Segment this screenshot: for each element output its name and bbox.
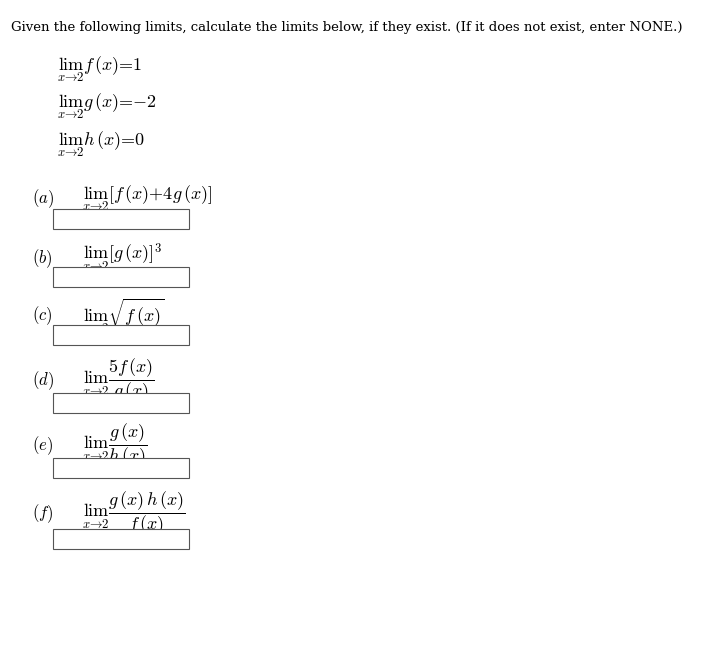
Text: Given the following limits, calculate the limits below, if they exist. (If it do: Given the following limits, calculate th… (11, 21, 682, 34)
Text: $(b)$: $(b)$ (32, 247, 53, 269)
Bar (53, 325, 189, 345)
Text: $\lim_{x \to 2} g\,(x) = -2$: $\lim_{x \to 2} g\,(x) = -2$ (57, 91, 157, 122)
Text: $(d)$: $(d)$ (32, 369, 54, 392)
Text: $\lim_{x \to 2}[g\,(x)]^3$: $\lim_{x \to 2}[g\,(x)]^3$ (82, 242, 162, 275)
Text: $\lim_{x \to 2} h\,(x) = 0$: $\lim_{x \to 2} h\,(x) = 0$ (57, 129, 145, 159)
Text: $(a)$: $(a)$ (32, 187, 54, 210)
Bar (53, 529, 189, 549)
Text: $\lim_{x \to 2} f\,(x) = 1$: $\lim_{x \to 2} f\,(x) = 1$ (57, 54, 142, 84)
Text: $(c)$: $(c)$ (32, 304, 53, 327)
Text: $\lim_{x \to 2} \dfrac{5f\,(x)}{g\,(x)}$: $\lim_{x \to 2} \dfrac{5f\,(x)}{g\,(x)}$ (82, 357, 155, 404)
Bar (53, 458, 189, 478)
Text: $\lim_{x \to 2}[f\,(x) + 4g\,(x)]$: $\lim_{x \to 2}[f\,(x) + 4g\,(x)]$ (82, 183, 212, 214)
Bar (53, 393, 189, 413)
Text: $\lim_{x \to 2} \dfrac{g\,(x)}{h\,(x)}$: $\lim_{x \to 2} \dfrac{g\,(x)}{h\,(x)}$ (82, 422, 147, 469)
Text: $(e)$: $(e)$ (32, 434, 53, 457)
Text: $(f)$: $(f)$ (32, 503, 53, 525)
Bar (53, 209, 189, 229)
Text: $\lim_{x \to 2} \sqrt{f\,(x)}$: $\lim_{x \to 2} \sqrt{f\,(x)}$ (82, 296, 164, 335)
Bar (53, 267, 189, 287)
Text: $\lim_{x \to 2} \dfrac{g\,(x)\,h\,(x)}{f\,(x)}$: $\lim_{x \to 2} \dfrac{g\,(x)\,h\,(x)}{f… (82, 490, 186, 537)
